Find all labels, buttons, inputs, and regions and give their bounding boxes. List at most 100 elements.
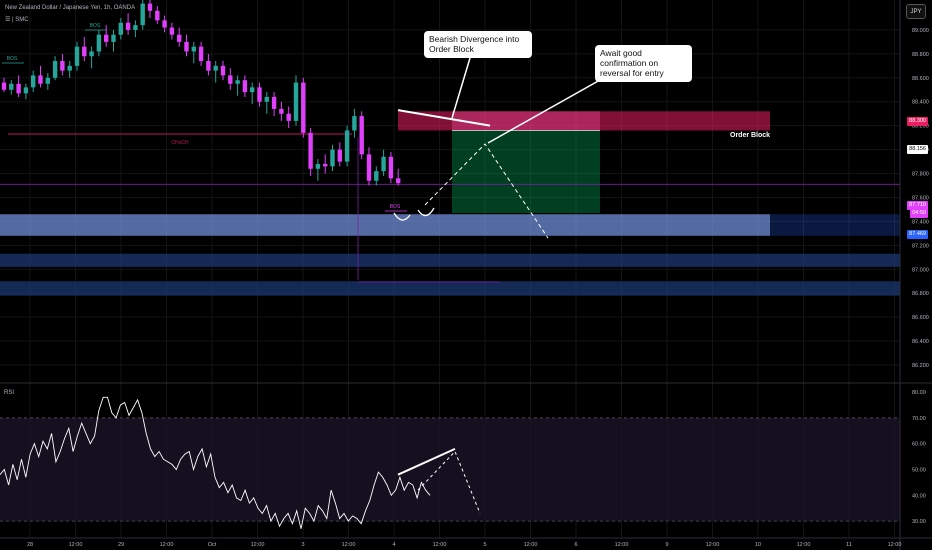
bos-label: BOS xyxy=(90,23,101,29)
candle-body xyxy=(191,46,196,52)
price-tick-label: 89.000 xyxy=(912,28,929,34)
price-tag-stop-time: 04:50 xyxy=(910,209,928,218)
candle-body xyxy=(23,87,29,94)
rsi-line xyxy=(0,396,431,529)
price-tick-label: 88.800 xyxy=(912,52,929,58)
price-tick-label: 87.600 xyxy=(912,195,929,201)
rsi-tick-label: 50.00 xyxy=(912,468,926,474)
choch-label: CHoCH xyxy=(171,140,189,146)
price-tick-label: 88.600 xyxy=(912,76,929,82)
rsi-label: RSI xyxy=(4,390,15,396)
layers-icon: ☰ | xyxy=(5,17,16,23)
price-tick-label: 86.800 xyxy=(912,291,929,297)
candle-body xyxy=(337,149,342,162)
double-bottom-arc xyxy=(417,207,435,217)
candle-body xyxy=(45,77,50,84)
rsi-band xyxy=(0,417,900,522)
candle-body xyxy=(125,22,131,30)
price-tick-label: 87.200 xyxy=(912,243,929,249)
candle-body xyxy=(118,22,123,35)
rsi-tick-label: 80.00 xyxy=(912,390,926,396)
candle-body xyxy=(133,25,138,30)
candle-body xyxy=(60,61,65,71)
time-tick-label: 10 xyxy=(755,542,761,548)
candle-body xyxy=(264,96,269,102)
candle-body xyxy=(344,130,350,162)
candle-body xyxy=(140,3,145,26)
rsi-projection xyxy=(417,450,481,514)
time-tick-label: Oct xyxy=(208,542,217,548)
time-tick-label: 28 xyxy=(27,542,33,548)
candle-body xyxy=(330,149,335,167)
time-tick-label: 12:00 xyxy=(69,542,83,548)
candle-body xyxy=(213,65,218,71)
candle-body xyxy=(96,34,102,52)
time-tick-label: 11 xyxy=(846,542,852,548)
currency-button[interactable]: JPY xyxy=(906,4,926,19)
price-tick-label: 87.000 xyxy=(912,267,929,273)
candle-body xyxy=(352,116,357,131)
symbol-title: New Zealand Dollar / Japanese Yen, 1h, O… xyxy=(5,5,136,11)
candle-body xyxy=(374,171,379,181)
time-tick-label: 12:00 xyxy=(251,542,265,548)
candle-body xyxy=(257,87,262,102)
entry-callout: Await good confirmation on reversal for … xyxy=(595,45,692,82)
candle-body xyxy=(111,34,116,42)
time-tick-label: 12:00 xyxy=(706,542,720,548)
time-tick-label: 29 xyxy=(118,542,124,548)
price-tag-current: 88.156 xyxy=(907,145,928,154)
time-tick-label: 12:00 xyxy=(888,542,902,548)
divergence-trendline xyxy=(397,109,491,127)
price-tag-target: 87.469 xyxy=(907,230,928,239)
rsi-panel xyxy=(0,396,900,529)
candle-body xyxy=(155,10,160,21)
short-target-zone xyxy=(452,130,600,214)
candle-body xyxy=(177,34,182,42)
candle-body xyxy=(396,178,401,184)
price-tick-label: 87.800 xyxy=(912,172,929,178)
lower-demand-zone xyxy=(0,281,900,296)
candle-body xyxy=(242,80,248,93)
candle-body xyxy=(89,51,94,57)
price-tick-label: 87.400 xyxy=(912,219,929,225)
candle-body xyxy=(1,82,7,90)
bos-label: BOS xyxy=(7,56,18,62)
candle-body xyxy=(315,163,321,169)
candle-body xyxy=(388,156,394,179)
candle-body xyxy=(38,75,43,84)
entry-callout-pointer xyxy=(487,79,601,144)
candlestick-series xyxy=(1,0,401,186)
price-tick-label: 86.600 xyxy=(912,315,929,321)
candle-body xyxy=(162,20,167,28)
demand-zone-extension xyxy=(770,214,900,236)
chart-drawings xyxy=(393,57,601,514)
rsi-tick-label: 30.00 xyxy=(912,519,926,525)
demand-zone xyxy=(0,214,770,236)
time-tick-label: 12:00 xyxy=(160,542,174,548)
candle-body xyxy=(198,46,204,62)
candle-body xyxy=(381,156,386,172)
rsi-tick-label: 40.00 xyxy=(912,493,926,499)
candle-body xyxy=(235,80,240,84)
time-tick-label: 12:00 xyxy=(433,542,447,548)
rsi-tick-label: 60.00 xyxy=(912,442,926,448)
candle-body xyxy=(308,132,313,169)
candle-body xyxy=(169,27,175,35)
divergence-callout: Bearish Divergence into Order Block xyxy=(424,31,532,58)
indicator-name: SMC xyxy=(15,17,29,23)
price-tag-ob-top: 88.300 xyxy=(907,117,928,126)
time-tick-label: 12:00 xyxy=(342,542,356,548)
candle-body xyxy=(228,75,233,84)
price-tag-stop: 87.710 xyxy=(907,201,928,210)
order-block-zone xyxy=(398,111,770,131)
candle-body xyxy=(184,41,189,52)
candle-body xyxy=(271,96,277,109)
price-projection xyxy=(424,143,549,239)
time-tick-label: 12:00 xyxy=(615,542,629,548)
candle-body xyxy=(74,46,80,66)
candle-body xyxy=(67,65,72,71)
time-tick-label: 12:00 xyxy=(797,542,811,548)
lower-demand-zone xyxy=(0,253,900,267)
time-tick-label: 5 xyxy=(483,542,486,548)
